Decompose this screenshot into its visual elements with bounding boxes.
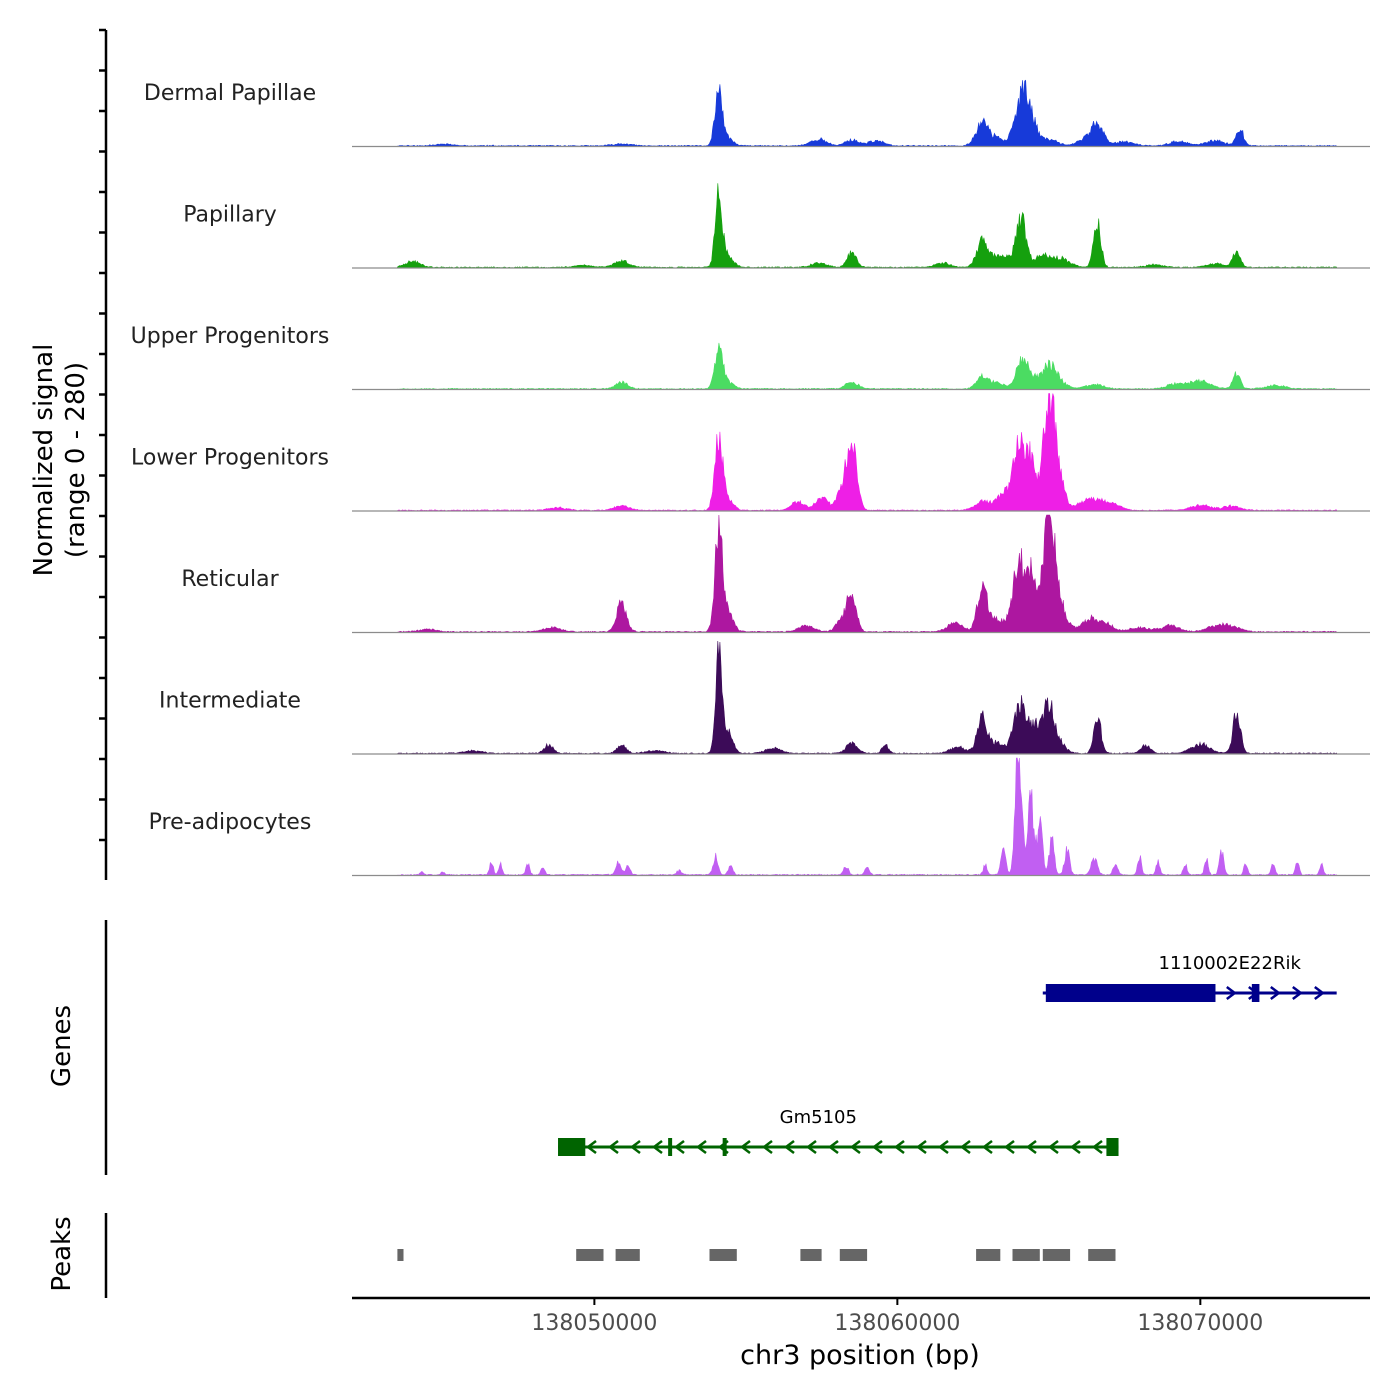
coverage-y-axis bbox=[99, 28, 108, 880]
strand-arrow bbox=[915, 1140, 927, 1154]
track-label: Upper Progenitors bbox=[131, 324, 330, 349]
peak-regions bbox=[397, 1249, 1116, 1261]
genes-panel: Genes 1110002E22Rik Gm5105 bbox=[47, 920, 1337, 1175]
strand-arrow bbox=[739, 1140, 751, 1154]
strand-arrow bbox=[893, 1140, 905, 1154]
track-label: Pre-adipocytes bbox=[149, 810, 312, 835]
peak-region bbox=[576, 1249, 604, 1261]
strand-arrow bbox=[1091, 1140, 1103, 1154]
peak-region bbox=[615, 1249, 640, 1261]
genes-panel-title: Genes bbox=[47, 1005, 77, 1087]
track-dermal-papillae: Dermal Papillae bbox=[144, 79, 1370, 148]
gene-exon bbox=[558, 1138, 586, 1156]
strand-arrow bbox=[849, 1140, 861, 1154]
coverage-y-axis-title: Normalized signal bbox=[29, 344, 59, 577]
x-tick-label: 138050000 bbox=[531, 1311, 657, 1336]
track-papillary: Papillary bbox=[183, 183, 1370, 269]
peak-region bbox=[839, 1249, 868, 1261]
peak-region bbox=[397, 1249, 404, 1261]
x-axis-ticks: 138050000 138060000 138070000 bbox=[531, 1298, 1263, 1336]
strand-arrow bbox=[827, 1140, 839, 1154]
strand-arrow bbox=[1069, 1140, 1081, 1154]
signal-area bbox=[397, 79, 1337, 147]
track-upper-progenitors: Upper Progenitors bbox=[131, 324, 1370, 391]
strand-arrow bbox=[1025, 1140, 1037, 1154]
strand-arrow bbox=[783, 1140, 795, 1154]
coverage-y-ticks bbox=[99, 28, 106, 842]
gene-label: Gm5105 bbox=[780, 1107, 857, 1128]
gene-exon bbox=[1045, 984, 1216, 1002]
track-reticular: Reticular bbox=[181, 514, 1370, 634]
peak-region bbox=[1012, 1249, 1040, 1261]
strand-arrow bbox=[959, 1140, 971, 1154]
signal-area bbox=[397, 757, 1337, 876]
gene-exon bbox=[668, 1138, 673, 1156]
x-tick-label: 138060000 bbox=[834, 1311, 960, 1336]
signal-area bbox=[397, 640, 1337, 755]
track-label: Dermal Papillae bbox=[144, 81, 316, 106]
track-pre-adipocytes: Pre-adipocytes bbox=[149, 757, 1370, 877]
strand-arrow bbox=[937, 1140, 949, 1154]
gene-exon bbox=[1106, 1138, 1119, 1156]
gene-models: 1110002E22Rik Gm5105 bbox=[558, 953, 1337, 1156]
signal-area bbox=[397, 393, 1337, 512]
peak-region bbox=[800, 1249, 822, 1261]
track-label: Papillary bbox=[183, 203, 277, 228]
strand-arrow bbox=[1003, 1140, 1015, 1154]
track-label: Intermediate bbox=[159, 689, 301, 714]
x-axis: 138050000 138060000 138070000 chr3 positio… bbox=[352, 1296, 1370, 1371]
track-lower-progenitors: Lower Progenitors bbox=[131, 393, 1370, 512]
coverage-y-axis-range: (range 0 - 280) bbox=[61, 362, 91, 558]
strand-arrow bbox=[607, 1140, 619, 1154]
strand-arrow bbox=[761, 1140, 773, 1154]
gene-gm5105: Gm5105 bbox=[558, 1107, 1119, 1156]
signal-area bbox=[397, 183, 1337, 269]
strand-arrow bbox=[629, 1140, 641, 1154]
x-axis-title: chr3 position (bp) bbox=[740, 1340, 980, 1371]
strand-arrow bbox=[871, 1140, 883, 1154]
gene-exon bbox=[722, 1138, 727, 1156]
gene-exon bbox=[1251, 984, 1260, 1002]
strand-arrow bbox=[695, 1140, 707, 1154]
coverage-tracks: Dermal Papillae Papillary Upper Progenitor… bbox=[131, 79, 1370, 877]
strand-arrow bbox=[1270, 986, 1281, 1000]
peaks-panel-title: Peaks bbox=[47, 1216, 77, 1291]
peak-region bbox=[1042, 1249, 1071, 1261]
track-label: Reticular bbox=[181, 567, 279, 592]
strand-arrow bbox=[805, 1140, 817, 1154]
peaks-panel: Peaks bbox=[47, 1213, 1116, 1298]
strand-arrow bbox=[1292, 986, 1303, 1000]
peak-region bbox=[709, 1249, 737, 1261]
signal-area bbox=[397, 514, 1337, 633]
track-label: Lower Progenitors bbox=[131, 446, 329, 471]
strand-arrow bbox=[673, 1140, 685, 1154]
strand-arrow bbox=[585, 1140, 597, 1154]
strand-arrow bbox=[1047, 1140, 1059, 1154]
gene-label: 1110002E22Rik bbox=[1159, 953, 1302, 974]
strand-arrow bbox=[1314, 986, 1325, 1000]
strand-arrow bbox=[1226, 986, 1237, 1000]
x-tick-label: 138070000 bbox=[1137, 1311, 1263, 1336]
signal-area bbox=[397, 342, 1337, 390]
track-intermediate: Intermediate bbox=[159, 640, 1370, 755]
peak-region bbox=[976, 1249, 1001, 1261]
peak-region bbox=[1088, 1249, 1116, 1261]
strand-arrow bbox=[651, 1140, 663, 1154]
strand-arrow bbox=[981, 1140, 993, 1154]
gene-1110002e22rik: 1110002E22Rik bbox=[1042, 953, 1337, 1002]
